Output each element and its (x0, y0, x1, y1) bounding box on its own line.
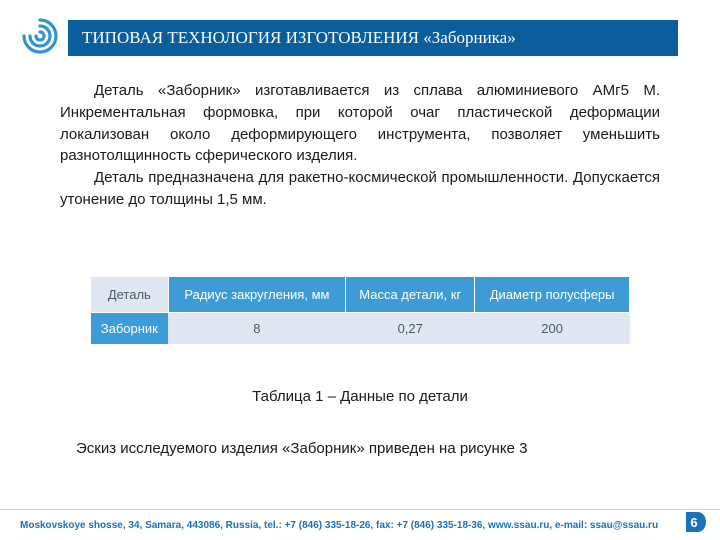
page-number: 6 (690, 515, 697, 530)
title-bar: ТИПОВАЯ ТЕХНОЛОГИЯ ИЗГОТОВЛЕНИЯ «Заборни… (68, 20, 678, 56)
footer-bar: Moskovskoye shosse, 34, Samara, 443086, … (0, 509, 720, 540)
col-header-0: Деталь (91, 277, 169, 313)
col-header-1: Радиус закругления, мм (168, 277, 346, 313)
paragraph-1: Деталь «Заборник» изготавливается из спл… (60, 80, 660, 167)
page-number-badge: 6 (682, 510, 706, 534)
col-header-2: Масса детали, кг (346, 277, 475, 313)
slide-title: ТИПОВАЯ ТЕХНОЛОГИЯ ИЗГОТОВЛЕНИЯ «Заборни… (82, 28, 516, 48)
table-header-row: Деталь Радиус закругления, мм Масса дета… (91, 277, 630, 313)
cell-0-0: Заборник (91, 313, 169, 345)
sub-text: Эскиз исследуемого изделия «Заборник» пр… (76, 440, 656, 457)
logo-icon (18, 14, 62, 63)
paragraph-2: Деталь предназначена для ракетно-космиче… (60, 167, 660, 211)
table-caption: Таблица 1 – Данные по детали (0, 388, 720, 405)
footer-text: Moskovskoye shosse, 34, Samara, 443086, … (20, 520, 658, 531)
col-header-3: Диаметр полусферы (475, 277, 630, 313)
cell-0-1: 8 (168, 313, 346, 345)
data-table: Деталь Радиус закругления, мм Масса дета… (90, 276, 630, 344)
cell-0-2: 0,27 (346, 313, 475, 345)
table-row: Заборник 8 0,27 200 (91, 313, 630, 345)
cell-0-3: 200 (475, 313, 630, 345)
body-text: Деталь «Заборник» изготавливается из спл… (60, 80, 660, 211)
